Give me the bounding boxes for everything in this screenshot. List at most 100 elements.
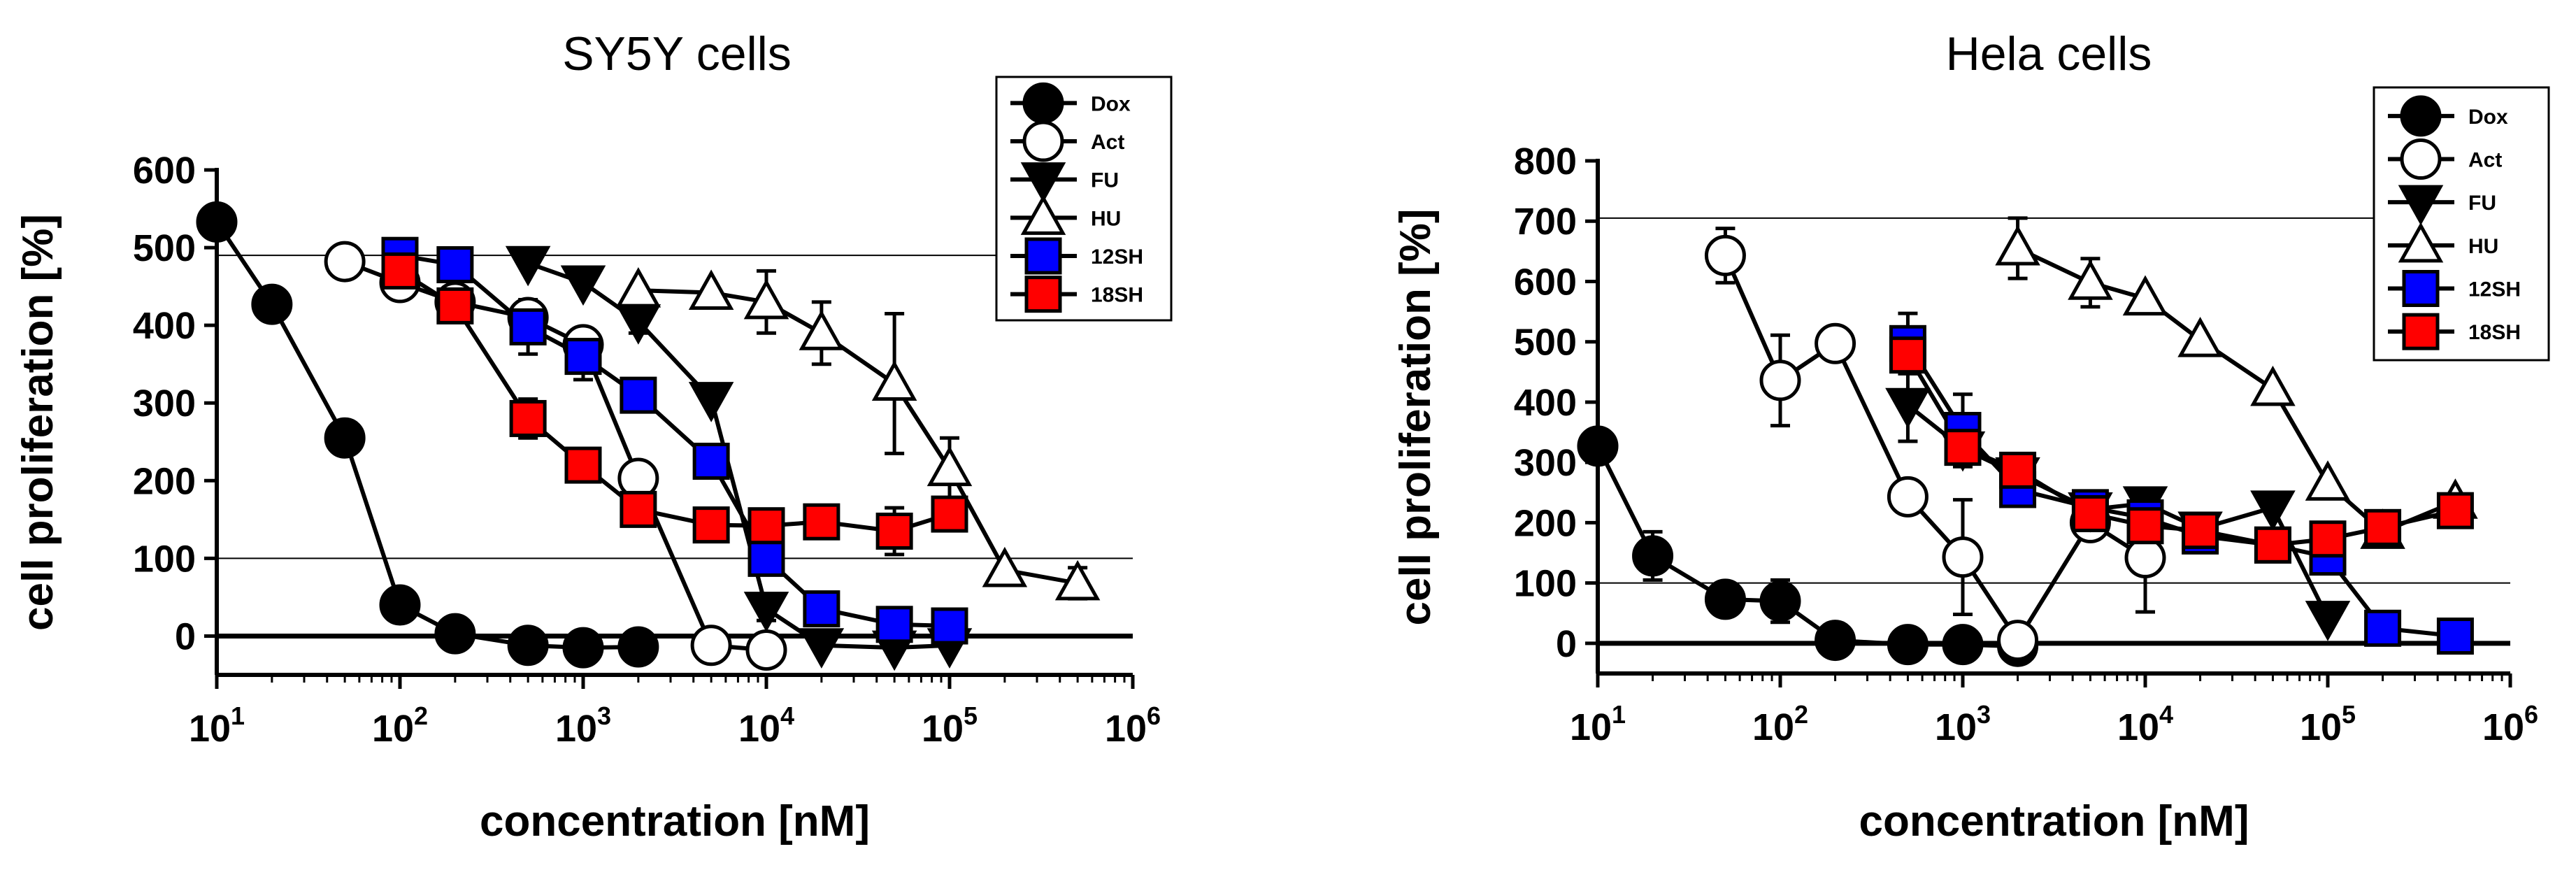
- data-point-12sh: [875, 606, 913, 643]
- data-point-18sh: [2364, 508, 2402, 546]
- legend-label: FU: [1091, 169, 1119, 192]
- data-point-12sh: [436, 246, 474, 284]
- legend: Dox Act FU HU 12SH 18SH: [995, 76, 1173, 322]
- data-point-18sh: [692, 506, 730, 544]
- data-point-hu: [1995, 224, 2040, 266]
- legend-label: 18SH: [2468, 321, 2521, 344]
- y-tick-label: 700: [1514, 201, 1577, 243]
- data-point-act: [1759, 359, 1801, 401]
- y-tick-label: 100: [133, 538, 196, 580]
- data-point-act: [1942, 536, 1984, 578]
- x-tick-exponent: 6: [1147, 701, 1161, 730]
- legend-marker-dox: [2400, 95, 2442, 137]
- y-tick-label: 0: [175, 615, 196, 657]
- x-tick-exponent: 5: [964, 701, 978, 730]
- legend-label: FU: [2468, 192, 2496, 215]
- data-point-hu: [688, 269, 734, 311]
- data-point-18sh: [1889, 336, 1926, 374]
- legend-marker-12sh: [2402, 270, 2440, 307]
- data-point-hu: [799, 310, 845, 350]
- data-point-dox: [251, 283, 293, 325]
- legend-marker-dox: [1022, 82, 1064, 124]
- x-tick-label: 105: [2300, 700, 2356, 748]
- data-point-18sh: [2254, 526, 2291, 564]
- data-point-dox: [434, 613, 476, 655]
- data-point-act: [1997, 620, 2039, 662]
- x-tick-base: 10: [1752, 706, 1794, 748]
- data-point-18sh: [747, 507, 785, 545]
- data-point-act: [1887, 476, 1929, 518]
- y-tick-label: 100: [1514, 563, 1577, 605]
- data-point-18sh: [2182, 512, 2219, 550]
- data-point-hu: [926, 445, 973, 487]
- data-point-fu: [743, 592, 789, 632]
- x-tick-label: 105: [922, 701, 978, 750]
- data-point-12sh: [803, 590, 840, 628]
- data-point-hu: [1054, 559, 1101, 601]
- data-point-fu: [1885, 387, 1931, 429]
- data-point-18sh: [509, 399, 547, 437]
- legend-label: 18SH: [1091, 284, 1143, 307]
- x-tick-base: 10: [2300, 706, 2342, 748]
- data-point-18sh: [436, 287, 474, 325]
- data-point-fu: [2305, 601, 2351, 641]
- data-point-12sh: [2364, 609, 2402, 647]
- data-point-18sh: [2071, 494, 2109, 532]
- data-point-hu: [2122, 275, 2168, 316]
- chart-title: Hela cells: [1946, 27, 2152, 80]
- legend-label: HU: [1091, 207, 1121, 230]
- data-point-dox: [1577, 425, 1619, 467]
- data-point-dox: [562, 627, 604, 669]
- data-point-hu: [2177, 317, 2223, 357]
- y-axis-label: cell proliferation [%]: [1391, 209, 1440, 626]
- data-point-18sh: [564, 446, 602, 484]
- legend-label: Dox: [1091, 92, 1131, 115]
- x-tick-label: 102: [372, 701, 428, 750]
- data-point-12sh: [2436, 618, 2474, 655]
- data-point-18sh: [1999, 451, 2037, 489]
- legend-box: [995, 76, 1173, 322]
- legend-label: 12SH: [1091, 245, 1143, 269]
- legend-label: Act: [2468, 149, 2502, 172]
- y-axis-label: cell proliferation [%]: [14, 214, 62, 631]
- data-point-18sh: [803, 503, 840, 541]
- data-point-12sh: [931, 607, 968, 645]
- x-tick-exponent: 5: [2342, 700, 2356, 729]
- legend-marker-12sh: [1024, 237, 1062, 275]
- data-point-18sh: [381, 252, 419, 290]
- legend-marker-fu: [2398, 185, 2444, 226]
- legend-box: [2373, 86, 2550, 362]
- x-tick-base: 10: [922, 708, 964, 750]
- data-point-dox: [1815, 620, 1856, 662]
- x-tick-label: 106: [2482, 700, 2538, 748]
- y-tick-label: 500: [133, 227, 196, 269]
- data-point-dox: [1632, 535, 1674, 577]
- data-point-12sh: [692, 443, 730, 480]
- series-line-12sh: [399, 253, 950, 629]
- x-tick-exponent: 2: [414, 701, 428, 730]
- data-point-hu: [982, 546, 1028, 587]
- x-tick-exponent: 2: [1794, 700, 1808, 729]
- data-point-act: [690, 625, 732, 666]
- x-tick-exponent: 3: [1977, 700, 1991, 729]
- x-tick-base: 10: [555, 708, 597, 750]
- y-tick-label: 500: [1514, 322, 1577, 364]
- x-tick-label: 101: [189, 701, 245, 750]
- data-point-dox: [1942, 624, 1984, 666]
- data-point-18sh: [931, 495, 968, 533]
- legend-marker-18sh: [1024, 276, 1062, 313]
- x-tick-label: 102: [1752, 700, 1808, 748]
- chart-title: SY5Y cells: [562, 27, 792, 80]
- data-point-dox: [379, 584, 421, 626]
- data-point-hu: [743, 278, 789, 320]
- data-point-hu: [2068, 259, 2113, 300]
- data-point-dox: [1759, 580, 1801, 622]
- y-tick-label: 800: [1514, 141, 1577, 183]
- x-tick-base: 10: [189, 708, 231, 750]
- legend-marker-hu: [1020, 194, 1066, 235]
- data-point-12sh: [564, 338, 602, 376]
- x-tick-label: 103: [1935, 700, 1991, 748]
- x-tick-base: 10: [1570, 706, 1612, 748]
